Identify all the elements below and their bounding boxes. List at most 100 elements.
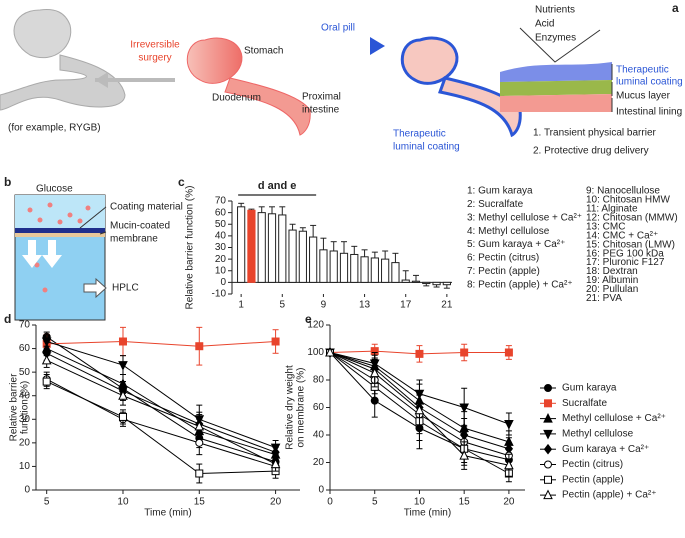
- y-tick-label: 20: [19, 437, 31, 448]
- layer-label: Intestinal lining: [616, 107, 682, 118]
- y-axis-label: Relative dry weight: [285, 365, 296, 450]
- assay-label: membrane: [110, 234, 158, 245]
- series-line: [46, 352, 276, 453]
- anatomy-drawings: [0, 9, 613, 138]
- y-tick-label: 20: [215, 254, 227, 265]
- threat-label: Acid: [535, 19, 554, 30]
- organ-label: Proximal: [302, 92, 341, 103]
- marker: [118, 412, 127, 421]
- series-line: [46, 341, 276, 449]
- legend-item: 12: Chitosan (MMW): [586, 212, 678, 223]
- y-tick-label: 120: [307, 320, 324, 331]
- legend-item: 18: Dextran: [586, 266, 638, 277]
- marker: [42, 377, 51, 386]
- legend-item: 16: PEG 100 kDa: [586, 248, 664, 259]
- bar: [370, 257, 379, 283]
- y-axis-label: Relative barrier function (%): [185, 186, 196, 310]
- assay-label: Glucose: [36, 184, 73, 195]
- y-axis-label: on membrane (%): [296, 367, 307, 447]
- x-tick-label: 9: [321, 300, 327, 311]
- panel-label: c: [178, 175, 185, 189]
- x-tick-label: 5: [44, 497, 50, 508]
- marker: [195, 469, 204, 478]
- y-tick-label: 50: [215, 219, 227, 230]
- bar: [411, 280, 421, 283]
- y-tick-label: 40: [19, 390, 31, 401]
- surgery-label: surgery: [138, 53, 171, 64]
- bar: [298, 230, 307, 283]
- bar: [278, 214, 287, 283]
- y-tick-label: -10: [212, 289, 227, 300]
- legend-label: Gum karaya + Ca²⁺: [562, 444, 649, 455]
- layer-label: Therapeutic: [616, 65, 669, 76]
- y-tick-label: 0: [24, 485, 30, 496]
- legend-marker: [543, 443, 553, 455]
- x-tick-label: 5: [372, 497, 378, 508]
- bar: [442, 281, 451, 286]
- y-tick-label: 60: [19, 343, 31, 354]
- y-axis-label: function (%): [20, 381, 31, 434]
- marker: [271, 337, 280, 346]
- x-tick-label: 10: [414, 497, 426, 508]
- threat-label: Nutrients: [535, 5, 575, 16]
- marker: [459, 450, 469, 460]
- annotation: d and e: [258, 180, 297, 192]
- y-tick-label: 10: [215, 265, 227, 276]
- legend-item: 3: Methyl cellulose + Ca²⁺: [467, 212, 582, 223]
- legend-item: 11: Alginate: [586, 204, 638, 215]
- legend-item: 19: Albumin: [586, 275, 638, 286]
- series-line: [46, 381, 276, 475]
- bar: [237, 206, 246, 283]
- y-axis-label: Relative barrier: [9, 373, 20, 441]
- bar: [401, 279, 410, 283]
- assay-drawing: [14, 194, 107, 321]
- marker: [195, 342, 204, 351]
- legend-marker: [544, 399, 552, 408]
- legend-label: Pectin (apple): [562, 474, 624, 485]
- legend-item: 8: Pectin (apple) + Ca²⁺: [467, 279, 573, 290]
- pill-label: Oral pill: [321, 23, 355, 34]
- marker: [118, 361, 128, 371]
- layer-label: luminal coating: [616, 77, 683, 88]
- legend-item: 2: Sucralfate: [467, 199, 524, 210]
- marker: [460, 348, 469, 357]
- x-tick-label: 15: [194, 497, 206, 508]
- legend-item: 17: Pluronic F127: [586, 257, 665, 268]
- legend-label: Pectin (apple) + Ca²⁺: [562, 490, 657, 501]
- y-tick-label: 60: [313, 402, 325, 413]
- y-tick-label: 0: [220, 277, 226, 288]
- bar: [432, 281, 441, 286]
- assay-label: Coating material: [110, 202, 183, 213]
- bar: [247, 209, 256, 283]
- marker: [41, 354, 52, 365]
- organ-label: intestine: [302, 105, 340, 116]
- y-tick-label: 40: [215, 231, 227, 242]
- coating-label: Therapeutic: [393, 129, 446, 140]
- point-label: 2. Protective drug delivery: [533, 146, 649, 157]
- series-line: [46, 336, 276, 463]
- legend-item: 4: Methyl cellulose: [467, 226, 550, 237]
- legend-item: 10: Chitosan HMW: [586, 195, 670, 206]
- series-line: [46, 359, 276, 465]
- point-label: 1. Transient physical barrier: [533, 128, 657, 139]
- x-tick-label: 10: [117, 497, 129, 508]
- legend-label: Methyl cellulose + Ca²⁺: [562, 413, 666, 424]
- marker: [369, 367, 380, 378]
- series-line: [46, 348, 276, 456]
- legend-item: 7: Pectin (apple): [467, 266, 540, 277]
- bar: [309, 236, 318, 283]
- legend-label: Methyl cellulose: [562, 429, 634, 440]
- legend-item: 15: Chitosan (LMW): [586, 239, 675, 250]
- x-tick-label: 17: [400, 300, 412, 311]
- legend-item: 5: Gum karaya + Ca²⁺: [467, 239, 565, 250]
- legend-item: 9: Nanocellulose: [586, 186, 660, 197]
- marker: [414, 404, 425, 415]
- legend-marker: [544, 475, 552, 484]
- legend-item: 14: CMC + Ca²⁺: [586, 230, 658, 241]
- legend-label: Gum karaya: [562, 383, 617, 394]
- bar: [329, 250, 338, 283]
- bar: [391, 262, 400, 283]
- x-axis-label: Time (min): [404, 508, 451, 519]
- panel-label: b: [4, 175, 11, 189]
